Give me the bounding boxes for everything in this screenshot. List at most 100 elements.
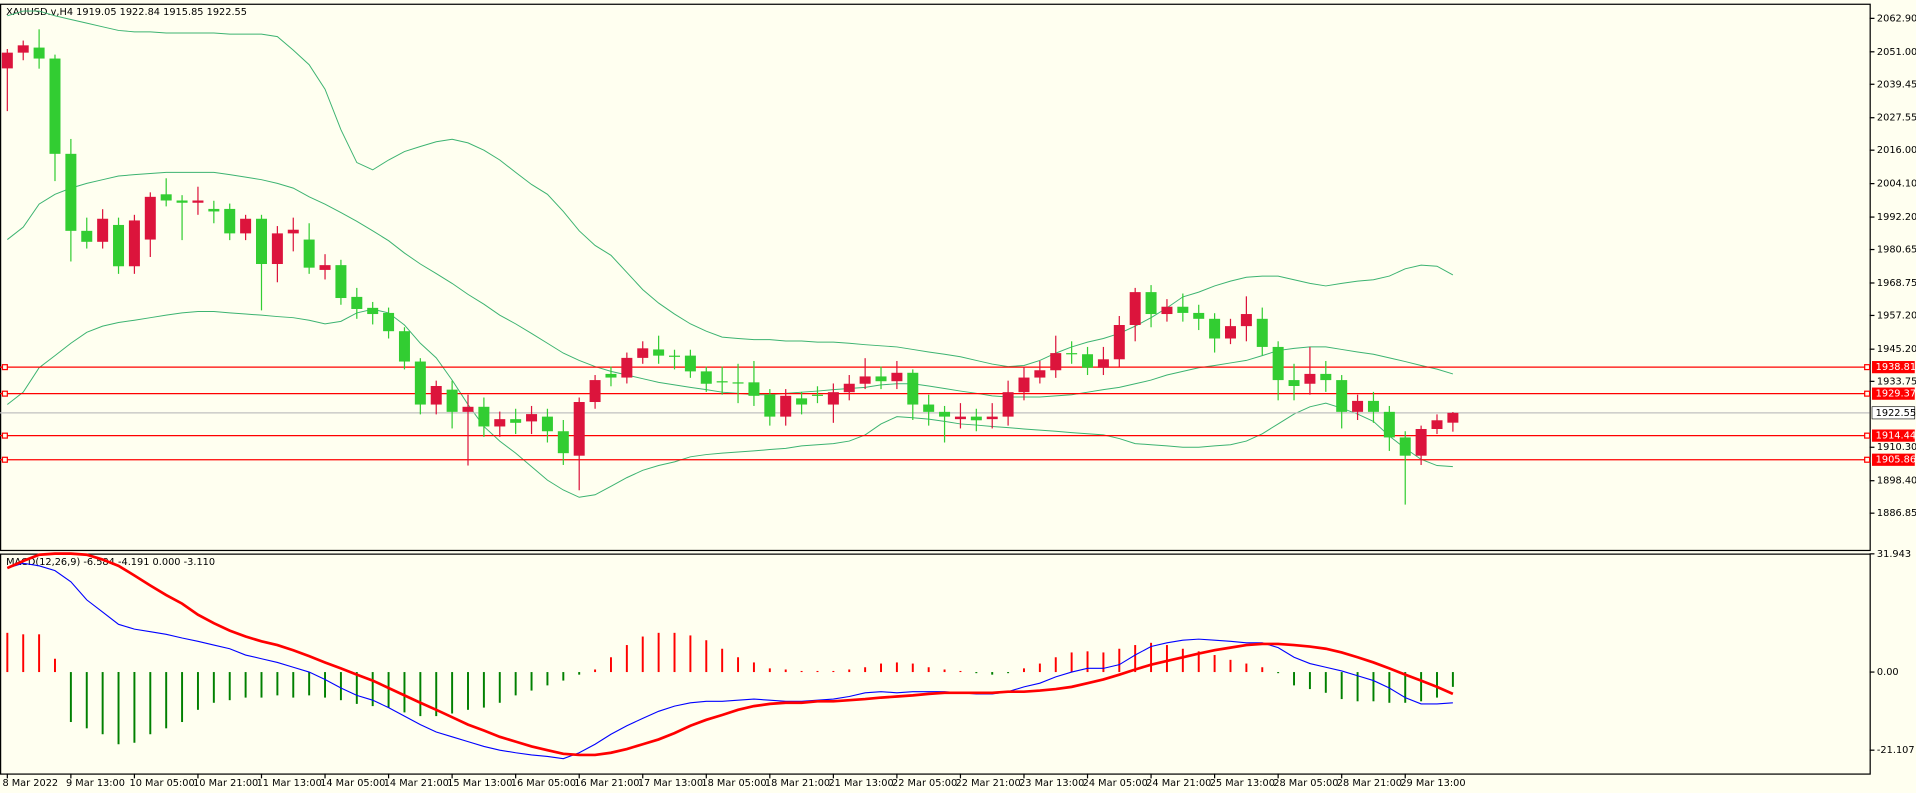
x-tick-label: 24 Mar 05:00: [1083, 778, 1148, 789]
price-panel-frame: [0, 3, 1871, 552]
last-price-box: [1871, 406, 1916, 420]
candle-body: [224, 208, 236, 234]
x-tick-label: 22 Mar 05:00: [892, 778, 957, 789]
level-label-box: [1872, 387, 1915, 400]
candle-body: [319, 265, 331, 270]
y-tick-label: 2039.45: [1877, 79, 1916, 90]
candle-body: [1447, 412, 1459, 423]
candle-body: [1256, 318, 1268, 347]
candle-body: [875, 376, 887, 382]
band-line: [7, 171, 1454, 398]
x-tick-label: 23 Mar 13:00: [1019, 778, 1084, 789]
candle-body: [144, 196, 156, 240]
candle-body: [462, 406, 474, 412]
x-tick-label: 16 Mar 05:00: [511, 778, 576, 789]
x-tick-label: 18 Mar 05:00: [701, 778, 766, 789]
candle-body: [240, 218, 252, 234]
candle-body: [414, 361, 426, 405]
candle-body: [494, 419, 506, 427]
level-label: 1905.86: [1876, 455, 1916, 466]
candle-body: [1145, 292, 1157, 315]
candle-body: [827, 392, 839, 405]
y-tick-label: 1945.20: [1877, 344, 1916, 355]
candle-body: [1336, 380, 1348, 412]
candle-body: [541, 416, 553, 432]
x-tick-label: 17 Mar 13:00: [638, 778, 703, 789]
candle-body: [1066, 353, 1078, 355]
candle-body: [1209, 318, 1221, 339]
y-tick-label: -21.107: [1877, 745, 1915, 756]
x-tick-label: 14 Mar 21:00: [384, 778, 449, 789]
candle-body: [1161, 306, 1173, 315]
candle-body: [128, 220, 140, 267]
candle-body: [1320, 373, 1332, 381]
candle-body: [176, 200, 188, 203]
candle-body: [954, 416, 966, 420]
candle-body: [97, 218, 109, 242]
candle-body: [1, 52, 13, 69]
candle-body: [271, 233, 283, 265]
candle-body: [1399, 437, 1411, 456]
candle-body: [510, 419, 522, 423]
x-tick-label: 8 Mar 2022: [2, 778, 58, 789]
y-tick-label: 2027.55: [1877, 113, 1916, 124]
candle-body: [796, 398, 808, 405]
level-marker: [1864, 390, 1871, 397]
x-tick-label: 10 Mar 05:00: [130, 778, 195, 789]
candle-body: [335, 265, 347, 299]
level-label-box: [1872, 429, 1915, 442]
last-price-label: 1922.55: [1876, 408, 1916, 419]
candle-body: [526, 414, 538, 422]
candle-body: [891, 372, 903, 382]
candle-body: [192, 200, 204, 203]
indicator-line: [6, 552, 1454, 757]
y-tick-label: 1910.30: [1877, 442, 1916, 453]
candle-body: [1002, 392, 1014, 417]
candle-body: [287, 229, 299, 234]
x-tick-label: 16 Mar 21:00: [574, 778, 639, 789]
x-tick-label: 28 Mar 21:00: [1337, 778, 1402, 789]
level-label-box: [1872, 453, 1915, 466]
y-tick-label: 1957.20: [1877, 310, 1916, 321]
candle-body: [605, 373, 617, 378]
candle-body: [573, 402, 585, 456]
x-tick-label: 14 Mar 05:00: [320, 778, 385, 789]
candle-body: [557, 431, 569, 454]
y-tick-label: 2016.00: [1877, 145, 1916, 156]
candle-body: [1224, 326, 1236, 339]
candle-body: [1082, 354, 1094, 368]
candle-body: [669, 355, 681, 357]
level-marker: [1, 432, 8, 439]
candle-body: [764, 394, 776, 417]
candle-body: [653, 349, 665, 356]
level-marker: [1, 390, 8, 397]
y-tick-label: 31.943: [1877, 549, 1911, 560]
candle-body: [33, 47, 45, 59]
candle-body: [1272, 346, 1284, 381]
candle-body: [49, 58, 61, 154]
x-tick-label: 28 Mar 05:00: [1273, 778, 1338, 789]
candle-body: [65, 153, 77, 231]
candle-body: [367, 307, 379, 315]
band-line: [7, 308, 1453, 498]
candle-body: [859, 376, 871, 384]
level-label-box: [1872, 361, 1915, 374]
x-tick-label: 18 Mar 21:00: [765, 778, 830, 789]
x-tick-label: 25 Mar 13:00: [1210, 778, 1275, 789]
candle-body: [748, 382, 760, 396]
candle-body: [303, 239, 315, 268]
candle-body: [780, 395, 792, 417]
candle-body: [939, 411, 951, 417]
candle-body: [1352, 400, 1364, 412]
candle-body: [684, 355, 696, 372]
candle-body: [1383, 411, 1395, 438]
candle-body: [621, 357, 633, 378]
candle-body: [351, 296, 363, 309]
x-tick-label: 10 Mar 21:00: [193, 778, 258, 789]
level-marker: [1, 456, 8, 463]
level-marker: [1864, 456, 1871, 463]
x-tick-label: 9 Mar 13:00: [66, 778, 125, 789]
candle-body: [1177, 306, 1189, 313]
x-tick-label: 15 Mar 13:00: [447, 778, 512, 789]
